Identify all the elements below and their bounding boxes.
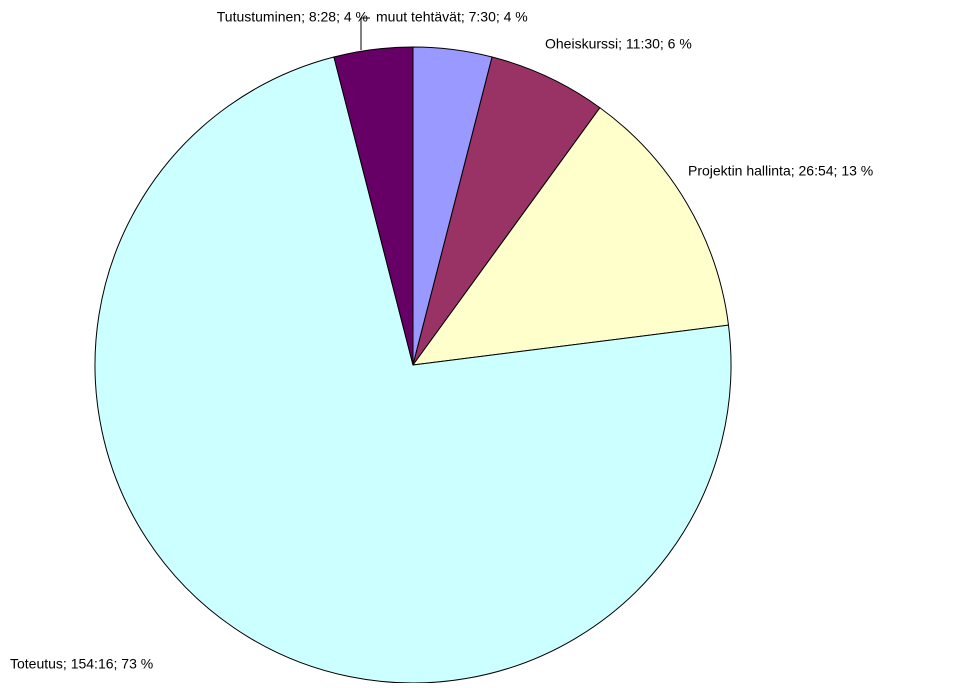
data-label: Projektin hallinta; 26:54; 13 %	[688, 163, 873, 179]
data-label: Tutustuminen; 8:28; 4 %	[217, 9, 368, 25]
pie-slice	[94, 56, 732, 684]
data-label: Oheiskurssi; 11:30; 6 %	[545, 36, 692, 52]
pie-slice	[412, 56, 601, 366]
leader-line	[360, 17, 370, 50]
data-label: muut tehtävät; 7:30; 4 %	[376, 9, 528, 25]
data-label: Toteutus; 154:16; 73 %	[10, 656, 153, 672]
pie-slice	[333, 46, 414, 366]
pie-slice	[411, 107, 730, 366]
